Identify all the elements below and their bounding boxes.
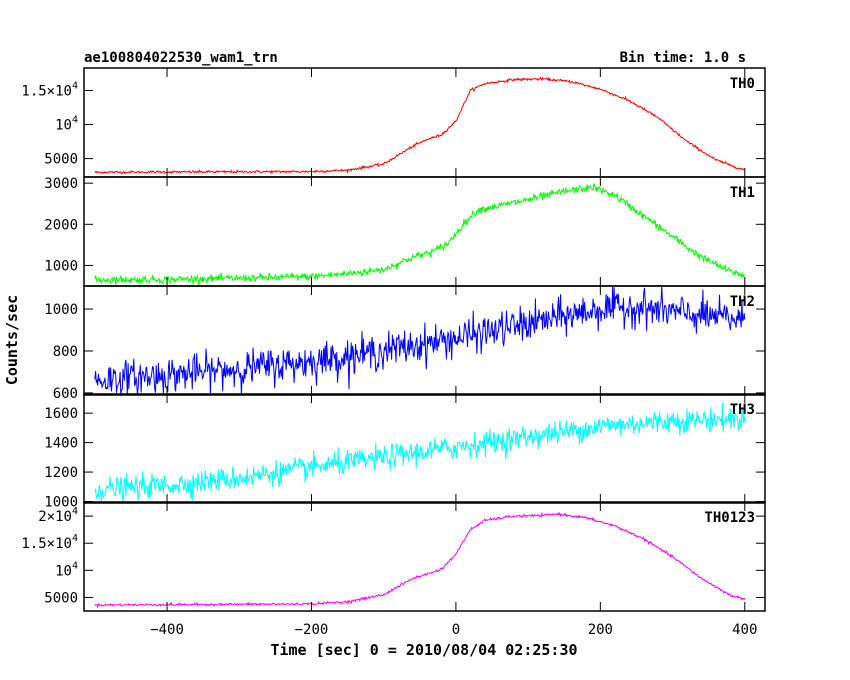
y-tick-label: 1200 — [44, 465, 78, 481]
y-tick-label: 1400 — [44, 436, 78, 452]
y-tick-label: 5000 — [44, 152, 78, 168]
y-axis-label: Counts/sec — [3, 295, 21, 385]
panel-label-th0123: TH0123 — [704, 510, 755, 526]
y-tick-label: 104 — [55, 115, 78, 134]
panel-label-th3: TH3 — [730, 402, 755, 418]
bin-time-label: Bin time: 1.0 s — [620, 50, 746, 66]
y-tick-label: 1.5×104 — [21, 80, 78, 99]
y-tick-label: 1000 — [44, 258, 78, 274]
y-tick-label: 2×104 — [38, 506, 78, 525]
y-tick-label: 1600 — [44, 406, 78, 422]
series-line-th2 — [94, 285, 746, 396]
panel-label-th0: TH0 — [730, 76, 755, 92]
series-line-th1 — [94, 183, 746, 287]
x-tick-label: 400 — [732, 622, 757, 638]
x-tick-label: 0 — [452, 622, 460, 638]
series-line-th0123 — [94, 511, 746, 609]
panel-label-th1: TH1 — [730, 185, 755, 201]
y-tick-label: 600 — [53, 386, 78, 402]
figure-title: ae100804022530_wam1_trn — [84, 50, 278, 66]
y-tick-label: 1000 — [44, 495, 78, 511]
x-tick-label: −200 — [295, 622, 329, 638]
panel-frame-th0 — [83, 67, 766, 178]
y-tick-label: 800 — [53, 344, 78, 360]
y-tick-label: 1.5×104 — [21, 533, 78, 552]
x-tick-label: 200 — [588, 622, 613, 638]
y-tick-label: 3000 — [44, 176, 78, 192]
y-tick-label: 2000 — [44, 217, 78, 233]
panel-frame-th3 — [83, 393, 766, 504]
y-tick-label: 5000 — [44, 590, 78, 606]
y-tick-label: 104 — [55, 560, 78, 579]
x-axis-label: Time [sec] 0 = 2010/08/04 02:25:30 — [270, 641, 577, 659]
panel-frame-th2 — [83, 285, 766, 396]
panel-frame-th0123 — [83, 501, 766, 612]
panel-frame-th1 — [83, 176, 766, 287]
series-line-th0 — [94, 76, 745, 175]
y-tick-label: 1000 — [44, 302, 78, 318]
panel-label-th2: TH2 — [730, 294, 755, 310]
series-line-th3 — [94, 402, 746, 503]
x-tick-label: −400 — [150, 622, 184, 638]
